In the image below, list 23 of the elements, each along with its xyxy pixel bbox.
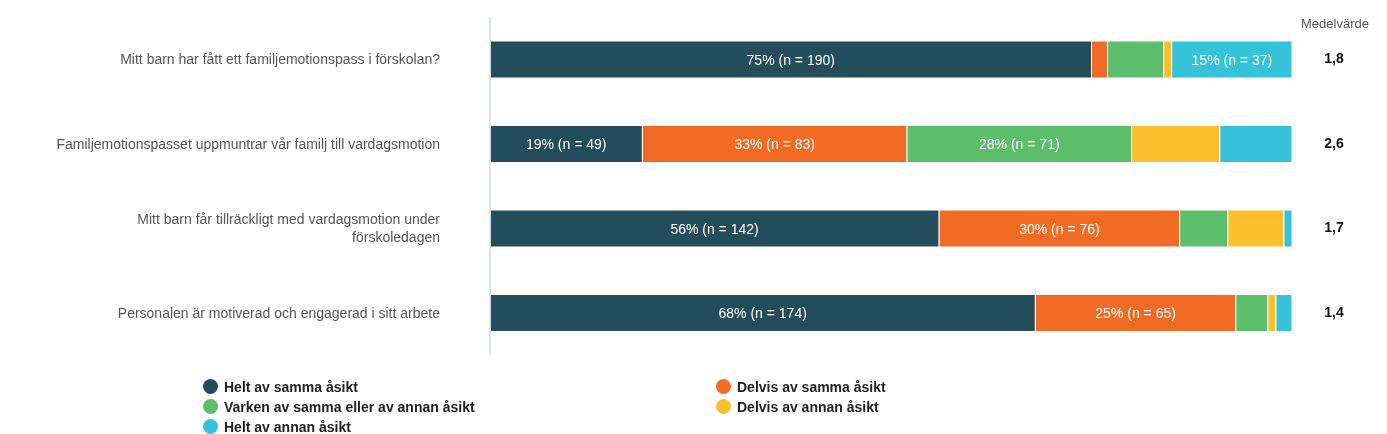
y-tick-label: Mitt barn har fått ett familjemotionspass i förskolan? [120, 51, 441, 68]
data-label: 19% (n = 49) [525, 136, 607, 152]
text: 1,7 [1323, 219, 1345, 236]
data-label: 30% (n = 76) [1019, 220, 1100, 237]
data-label: 15% (n = 37) [1191, 51, 1273, 68]
y-tick-label: Mitt barn får tillräckligt med vardagsmotion under förskoledagen [137, 211, 441, 246]
text: 2,6 [1323, 134, 1345, 151]
data-label: 33% (n = 83) [734, 136, 815, 152]
y-tick-label: Personalen är motiverad och engagerad i sitt arbete [117, 304, 441, 321]
legend-label: Delvis av samma åsikt [737, 378, 886, 395]
legend-label: Helt av samma åsikt [224, 378, 358, 395]
text: 1,4 [1323, 303, 1345, 320]
data-label: 75% (n = 190) [746, 51, 835, 68]
data-label: 68% (n = 174) [718, 305, 807, 321]
data-label: 28% (n = 71) [979, 136, 1060, 152]
text: Medelvärde [1300, 16, 1370, 31]
legend-label: Helt av annan åsikt [224, 418, 351, 434]
data-label: 25% (n = 65) [1095, 305, 1176, 321]
text: 1,8 [1323, 50, 1345, 67]
legend-label: Varken av samma eller av annan åsikt [224, 398, 475, 415]
data-label: 56% (n = 142) [670, 220, 759, 237]
legend-label: Delvis av annan åsikt [737, 398, 879, 415]
y-tick-label: Familjemotionspasset uppmuntrar vår familj till vardagsmotion [56, 135, 440, 152]
